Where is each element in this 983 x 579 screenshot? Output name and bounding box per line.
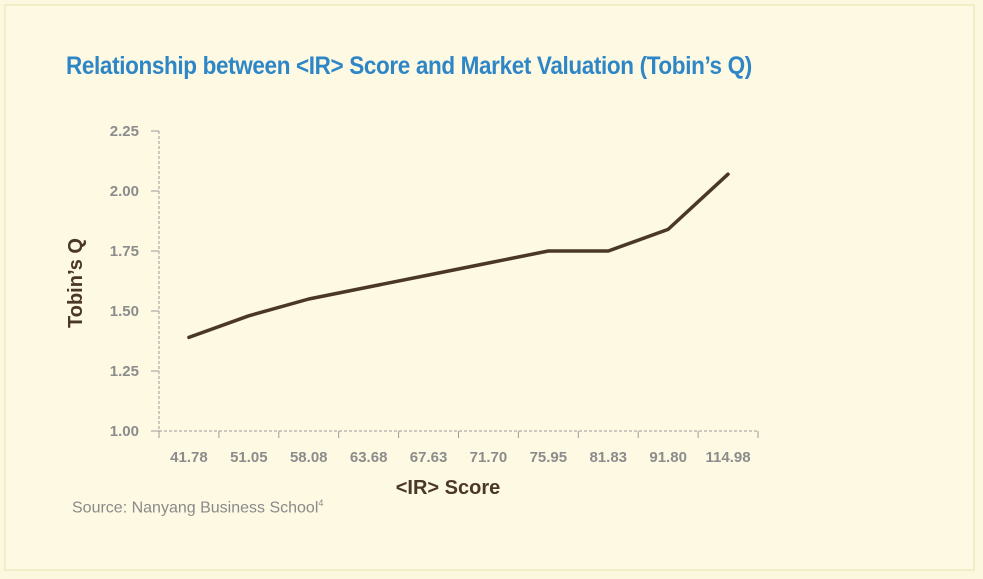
x-tick-label: 91.80	[649, 449, 687, 466]
data-point	[607, 249, 610, 253]
y-tick-label: 1.00	[110, 423, 139, 440]
x-tick-label: 114.98	[706, 449, 751, 466]
chart-title: Relationship between <IR> Score and Mark…	[66, 52, 752, 80]
y-axis: 1.00 1.25 1.50 1.75 2.00 2.25	[110, 123, 160, 440]
x-tick-label: 51.05	[230, 449, 268, 466]
y-tick-label: 1.75	[110, 243, 139, 260]
x-tick-label: 58.08	[290, 449, 328, 466]
x-tick-label: 63.68	[350, 449, 388, 466]
source-text: Source: Nanyang Business School	[72, 499, 319, 517]
y-tick-label: 2.00	[110, 183, 139, 200]
y-tick-label: 2.25	[110, 123, 139, 140]
x-tick-label: 81.83	[589, 449, 627, 466]
data-point	[726, 173, 730, 176]
data-point	[187, 336, 191, 339]
x-tick-label: 67.63	[410, 449, 448, 466]
data-point	[247, 314, 251, 317]
source-note: Source: Nanyang Business School4	[72, 498, 323, 517]
data-point	[367, 285, 370, 289]
data-point	[547, 249, 550, 253]
y-tick-label: 1.25	[110, 363, 139, 380]
x-axis-label: <IR> Score	[396, 477, 501, 499]
data-point	[307, 297, 310, 301]
data-series	[187, 172, 730, 340]
data-point	[666, 228, 670, 231]
x-axis: 41.78 51.05 58.08 63.68 67.63 71.70 75.95 81.83…	[158, 430, 759, 466]
chart-frame	[4, 4, 975, 571]
series-line	[187, 172, 730, 340]
y-axis-label: Tobin’s Q	[65, 238, 87, 328]
x-tick-label: 75.95	[530, 449, 568, 466]
data-point	[487, 261, 490, 265]
y-tick-label: 1.50	[110, 303, 139, 320]
source-footnote: 4	[318, 498, 324, 508]
data-point	[427, 273, 430, 277]
x-tick-label: 71.70	[470, 449, 508, 466]
x-tick-label: 41.78	[170, 449, 208, 466]
